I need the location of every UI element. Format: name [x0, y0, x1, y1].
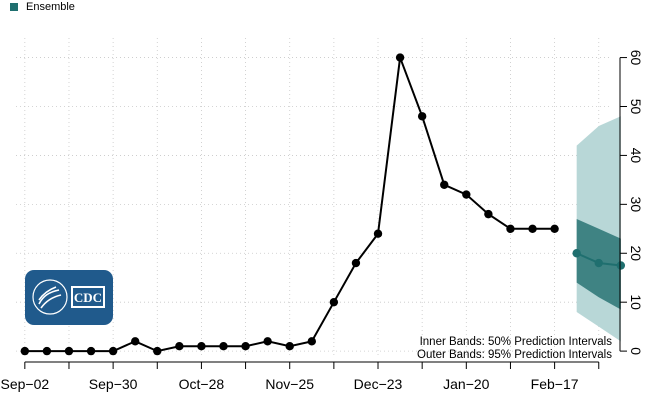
observed-point: [285, 342, 294, 351]
cdc-logo: CDC: [25, 270, 113, 325]
y-tick-label: 30: [628, 197, 644, 213]
axes: Sep−02 Sep−30 Oct−28 Nov−25 Dec−23 Jan−20 Feb−…: [0, 50, 644, 392]
observed-point: [241, 342, 250, 351]
x-tick-label: Sep−30: [89, 376, 138, 392]
observed-point: [351, 258, 361, 268]
observed-point: [175, 342, 184, 351]
observed-point: [263, 337, 272, 346]
legend-label: Ensemble: [26, 1, 75, 13]
observed-point: [329, 297, 339, 307]
legend: Ensemble: [10, 1, 75, 13]
x-tick-label: Feb−17: [531, 376, 579, 392]
x-tick-label: Dec−23: [354, 376, 403, 392]
grid: [16, 38, 612, 356]
observed-point: [153, 346, 162, 356]
forecast-point: [572, 249, 581, 258]
logo-text: CDC: [74, 290, 102, 305]
observed-point: [528, 224, 537, 233]
y-tick-label: 10: [628, 294, 644, 310]
legend-swatch: [10, 3, 18, 11]
observed-point: [131, 337, 140, 346]
x-tick-label: Oct−28: [179, 376, 225, 392]
observed-point: [64, 346, 74, 356]
observed-point: [20, 346, 30, 356]
series-points: [20, 53, 626, 356]
outer-bands-note: Outer Bands: 95% Prediction Intervals: [417, 349, 612, 361]
prediction-bands: [576, 116, 621, 342]
observed-point: [42, 346, 52, 356]
x-tick-label: Jan−20: [443, 376, 490, 392]
inner-bands-note: Inner Bands: 50% Prediction Intervals: [419, 336, 612, 348]
observed-point: [219, 342, 228, 351]
x-tick-label: Sep−02: [0, 376, 49, 392]
y-tick-label: 0: [628, 347, 644, 355]
observed-point: [86, 346, 96, 356]
x-tick-label: Nov−25: [265, 376, 314, 392]
y-tick-label: 50: [628, 99, 644, 115]
series-lines: [24, 57, 621, 353]
observed-point: [550, 224, 559, 233]
observed-point: [307, 337, 316, 346]
y-tick-label: 20: [628, 245, 644, 261]
y-tick-label: 60: [628, 50, 644, 66]
observed-point: [197, 342, 206, 351]
forecast-point: [594, 258, 603, 268]
observed-point: [462, 190, 471, 199]
observed-point: [108, 346, 118, 356]
observed-point: [484, 209, 493, 219]
y-tick-label: 40: [628, 148, 644, 164]
observed-point: [417, 112, 427, 121]
observed-point: [440, 180, 449, 189]
observed-point: [395, 53, 405, 62]
observed-point: [373, 229, 383, 238]
forecast-point: [616, 261, 626, 270]
observed-point: [506, 224, 515, 233]
